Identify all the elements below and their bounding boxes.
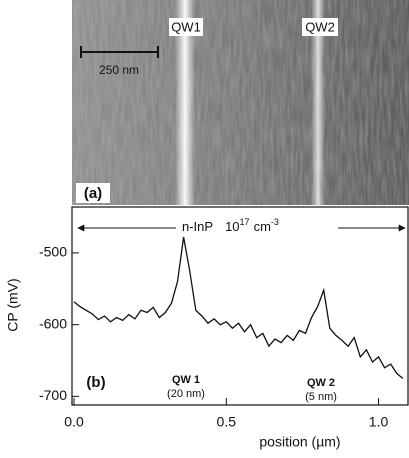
- scale-bar-label: 250 nm: [99, 63, 139, 77]
- region-label-part: 17: [240, 217, 250, 227]
- y-axis-label: CP (mV): [5, 278, 21, 331]
- marker-label: QW2: [305, 19, 335, 34]
- data-line: [73, 236, 404, 379]
- plot-frame: [71, 206, 409, 406]
- x-tick-label: 0.0: [64, 414, 84, 430]
- label-box: [169, 18, 203, 36]
- panel-label: (a): [84, 185, 102, 202]
- region-label-part: 10: [225, 219, 239, 234]
- region-label-part: n-InP: [182, 219, 213, 234]
- x-tick-label: 1.0: [369, 414, 389, 430]
- annotation-detail: (5 nm): [305, 391, 337, 403]
- qw1-stripe: [175, 0, 195, 205]
- annotation-name: QW 2: [307, 377, 335, 389]
- x-tick-label: 0.5: [217, 414, 237, 430]
- y-tick-label: -500: [39, 244, 67, 260]
- region-label: n-InP 1017 cm-3: [182, 217, 279, 234]
- x-axis-label: position (µm): [259, 434, 340, 450]
- qw2-stripe: [311, 0, 325, 205]
- annotation-name: QW 1: [172, 374, 200, 386]
- label-box: [76, 183, 110, 203]
- y-tick-label: -600: [39, 315, 67, 331]
- region-label-part: cm: [254, 219, 271, 234]
- panel-label: (b): [86, 374, 105, 391]
- label-box: [302, 18, 338, 36]
- marker-label: QW1: [171, 19, 201, 34]
- region-label-part: -3: [271, 217, 279, 227]
- y-tick-label: -700: [39, 387, 67, 403]
- micrograph-texture: [72, 0, 409, 205]
- annotation-detail: (20 nm): [167, 388, 205, 400]
- image-panel: QW1 QW2 250 nm (a): [72, 0, 409, 205]
